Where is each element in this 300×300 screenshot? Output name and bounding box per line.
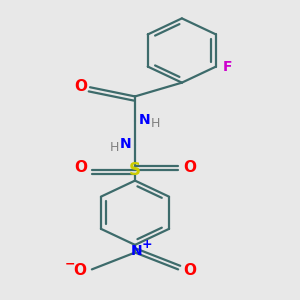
Text: O: O	[74, 263, 86, 278]
Text: F: F	[223, 60, 233, 74]
Text: H: H	[151, 117, 160, 130]
Text: −: −	[65, 257, 75, 270]
Text: O: O	[183, 160, 196, 175]
Text: S: S	[129, 161, 141, 179]
Text: O: O	[74, 79, 87, 94]
Text: N: N	[120, 137, 131, 152]
Text: O: O	[184, 263, 196, 278]
Text: +: +	[142, 238, 152, 251]
Text: N: N	[130, 244, 142, 258]
Text: O: O	[74, 160, 87, 175]
Text: N: N	[139, 113, 150, 127]
Text: H: H	[110, 141, 119, 154]
